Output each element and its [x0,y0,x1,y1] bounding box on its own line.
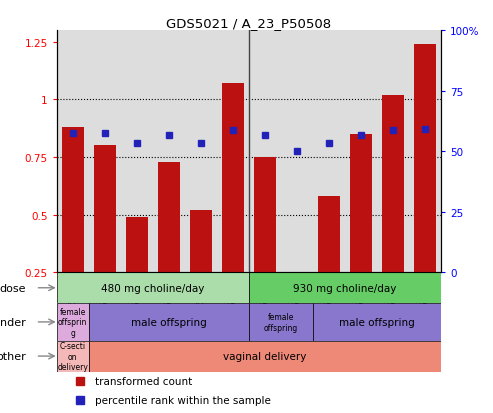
Bar [126,217,148,273]
Bar [318,197,340,273]
Bar [249,273,441,304]
Text: male offspring: male offspring [131,317,207,327]
Text: 930 mg choline/day: 930 mg choline/day [293,283,397,293]
Text: female
offspring: female offspring [264,313,298,332]
Text: transformed count: transformed count [95,376,192,386]
Bar [158,162,180,273]
Bar [94,146,116,273]
Bar [313,304,441,341]
Text: female
offsprin
g: female offsprin g [58,307,87,337]
Bar [249,304,313,341]
Bar [382,95,404,273]
Title: GDS5021 / A_23_P50508: GDS5021 / A_23_P50508 [167,17,331,30]
Text: other: other [0,351,26,361]
Text: percentile rank within the sample: percentile rank within the sample [95,394,271,405]
Text: vaginal delivery: vaginal delivery [223,351,307,361]
Text: dose: dose [0,283,26,293]
Bar [89,304,249,341]
Bar [222,84,244,273]
Text: male offspring: male offspring [339,317,415,327]
Text: gender: gender [0,317,26,327]
Bar [62,128,84,273]
Text: C-secti
on
delivery: C-secti on delivery [57,342,88,371]
Text: 480 mg choline/day: 480 mg choline/day [101,283,205,293]
Bar [414,45,436,273]
Bar [286,273,308,312]
Bar [57,273,249,304]
Bar [190,211,212,273]
Bar [254,157,276,273]
Bar [57,304,89,341]
Bar [350,135,372,273]
Bar [57,341,89,372]
